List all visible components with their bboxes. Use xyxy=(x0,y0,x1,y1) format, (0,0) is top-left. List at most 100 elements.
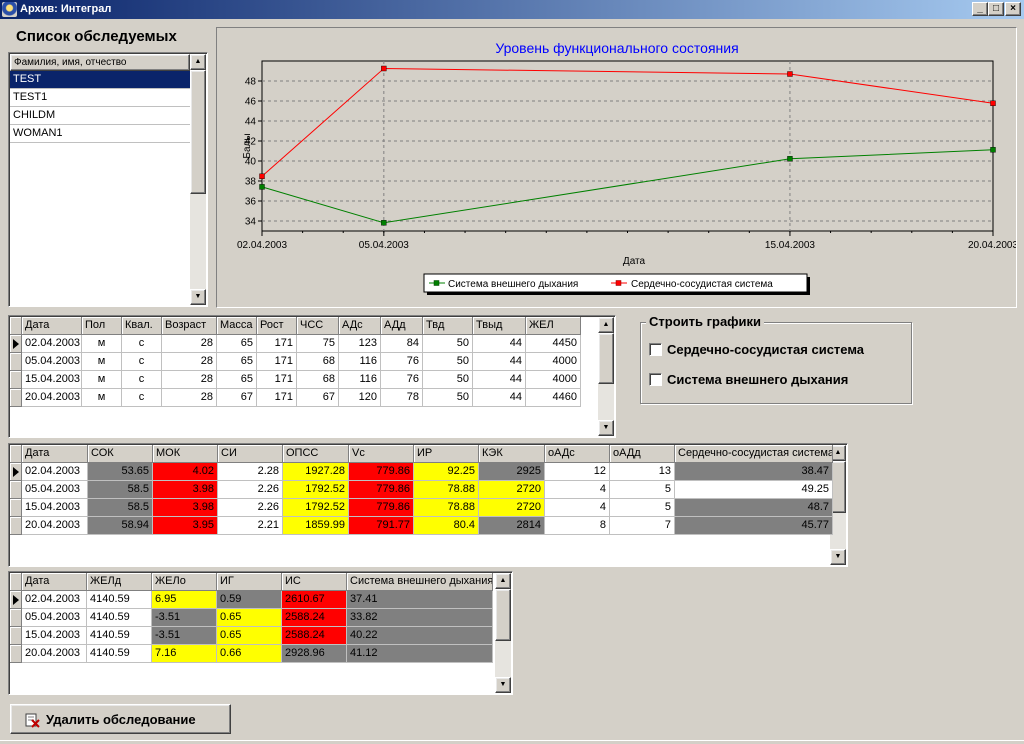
table-cell[interactable]: 2588.24 xyxy=(282,627,347,645)
table-cell[interactable]: м xyxy=(82,353,122,371)
table-cell[interactable]: 2.28 xyxy=(218,463,283,481)
column-header[interactable]: СИ xyxy=(218,445,283,463)
row-indicator[interactable] xyxy=(10,371,22,389)
column-header[interactable]: оАДс xyxy=(545,445,610,463)
table-cell[interactable]: 48.7 xyxy=(675,499,833,517)
checkbox-box[interactable] xyxy=(649,373,662,386)
table-cell[interactable]: 78 xyxy=(381,389,423,407)
table-cell[interactable]: 45.77 xyxy=(675,517,833,535)
row-date-cell[interactable]: 05.04.2003 xyxy=(22,609,87,627)
cardio-grid[interactable]: ▲ ▼ Дата СОК МОК СИ ОПСС Vc ИР КЭК оАДс оАДд Серде… xyxy=(8,443,848,567)
table-cell[interactable]: м xyxy=(82,371,122,389)
column-header[interactable]: Дата xyxy=(22,317,82,335)
table-cell[interactable]: 76 xyxy=(381,353,423,371)
table-cell[interactable]: 49.25 xyxy=(675,481,833,499)
table-cell[interactable]: 171 xyxy=(257,353,297,371)
column-header[interactable]: ЧСС xyxy=(297,317,339,335)
table-cell[interactable]: 13 xyxy=(610,463,675,481)
column-header[interactable]: АДд xyxy=(381,317,423,335)
minimize-button[interactable]: _ xyxy=(972,2,988,16)
table-cell[interactable]: 171 xyxy=(257,335,297,353)
scroll-up-icon[interactable]: ▲ xyxy=(598,317,614,333)
table-cell[interactable]: 68 xyxy=(297,371,339,389)
row-date-cell[interactable]: 20.04.2003 xyxy=(22,389,82,407)
table-cell[interactable]: 65 xyxy=(217,335,257,353)
table-cell[interactable]: 7.16 xyxy=(152,645,217,663)
table-cell[interactable]: 67 xyxy=(297,389,339,407)
table-cell[interactable]: 2588.24 xyxy=(282,609,347,627)
table-cell[interactable]: 116 xyxy=(339,371,381,389)
table-cell[interactable]: 2928.96 xyxy=(282,645,347,663)
table-cell[interactable]: м xyxy=(82,389,122,407)
table-cell[interactable]: 3.95 xyxy=(153,517,218,535)
patient-list-scrollbar[interactable]: ▲ ▼ xyxy=(190,54,206,305)
table-cell[interactable]: 171 xyxy=(257,389,297,407)
table-cell[interactable]: 1792.52 xyxy=(283,499,349,517)
scroll-thumb[interactable] xyxy=(598,333,614,384)
patient-list-item[interactable]: TEST1 xyxy=(10,89,190,107)
column-header[interactable]: ИР xyxy=(414,445,479,463)
table-cell[interactable]: 67 xyxy=(217,389,257,407)
table-cell[interactable]: 4 xyxy=(545,499,610,517)
column-header[interactable]: СОК xyxy=(88,445,153,463)
table-cell[interactable]: 58.5 xyxy=(88,499,153,517)
delete-exam-button[interactable]: Удалить обследование xyxy=(10,704,231,734)
patient-list-header[interactable]: Фамилия, имя, отчество xyxy=(10,54,190,71)
scroll-thumb[interactable] xyxy=(190,70,206,194)
scroll-down-icon[interactable]: ▼ xyxy=(598,420,614,436)
table-cell[interactable]: 40.22 xyxy=(347,627,493,645)
scroll-down-icon[interactable]: ▼ xyxy=(190,289,206,305)
row-date-cell[interactable]: 02.04.2003 xyxy=(22,335,82,353)
table-cell[interactable]: 28 xyxy=(162,353,217,371)
table-cell[interactable]: 92.25 xyxy=(414,463,479,481)
column-header[interactable]: ЖЕЛ xyxy=(526,317,581,335)
column-header[interactable]: МОК xyxy=(153,445,218,463)
table-cell[interactable]: 3.98 xyxy=(153,481,218,499)
row-date-cell[interactable]: 15.04.2003 xyxy=(22,499,88,517)
table-cell[interactable]: 37.41 xyxy=(347,591,493,609)
table-cell[interactable]: 0.66 xyxy=(217,645,282,663)
row-date-cell[interactable]: 15.04.2003 xyxy=(22,371,82,389)
table-cell[interactable]: 4.02 xyxy=(153,463,218,481)
table-cell[interactable]: 78.88 xyxy=(414,499,479,517)
column-header[interactable]: Твыд xyxy=(473,317,526,335)
row-indicator[interactable] xyxy=(10,645,22,663)
table-cell[interactable]: 28 xyxy=(162,335,217,353)
table-cell[interactable]: 123 xyxy=(339,335,381,353)
column-header[interactable]: ОПСС xyxy=(283,445,349,463)
scroll-up-icon[interactable]: ▲ xyxy=(495,573,511,589)
table-cell[interactable]: с xyxy=(122,335,162,353)
row-indicator[interactable] xyxy=(10,353,22,371)
maximize-button[interactable]: □ xyxy=(988,2,1004,16)
table-cell[interactable]: 1792.52 xyxy=(283,481,349,499)
column-header[interactable]: КЭК xyxy=(479,445,545,463)
table-cell[interactable]: 33.82 xyxy=(347,609,493,627)
table-cell[interactable]: 4140.59 xyxy=(87,627,152,645)
table-cell[interactable]: 58.5 xyxy=(88,481,153,499)
cardio-scrollbar[interactable]: ▲ ▼ xyxy=(830,445,846,565)
column-header[interactable]: Рост xyxy=(257,317,297,335)
table-cell[interactable]: 2720 xyxy=(479,499,545,517)
row-indicator[interactable] xyxy=(10,499,22,517)
scroll-down-icon[interactable]: ▼ xyxy=(830,549,846,565)
table-cell[interactable]: 41.12 xyxy=(347,645,493,663)
column-header[interactable]: Возраст xyxy=(162,317,217,335)
row-date-cell[interactable]: 02.04.2003 xyxy=(22,591,87,609)
table-cell[interactable]: 38.47 xyxy=(675,463,833,481)
table-cell[interactable]: 6.95 xyxy=(152,591,217,609)
table-cell[interactable]: 0.65 xyxy=(217,609,282,627)
table-cell[interactable]: 4140.59 xyxy=(87,645,152,663)
table-cell[interactable]: 2.26 xyxy=(218,481,283,499)
table-cell[interactable]: 78.88 xyxy=(414,481,479,499)
row-indicator[interactable] xyxy=(10,517,22,535)
column-header[interactable]: ЖЕЛд xyxy=(87,573,152,591)
table-cell[interactable]: 4140.59 xyxy=(87,591,152,609)
row-indicator[interactable] xyxy=(10,481,22,499)
patient-list-item[interactable]: TEST xyxy=(10,71,190,89)
table-cell[interactable]: -3.51 xyxy=(152,627,217,645)
table-cell[interactable]: 50 xyxy=(423,335,473,353)
row-date-cell[interactable]: 02.04.2003 xyxy=(22,463,88,481)
column-header[interactable]: ЖЕЛо xyxy=(152,573,217,591)
patient-list-item[interactable]: CHILDM xyxy=(10,107,190,125)
row-date-cell[interactable]: 20.04.2003 xyxy=(22,645,87,663)
